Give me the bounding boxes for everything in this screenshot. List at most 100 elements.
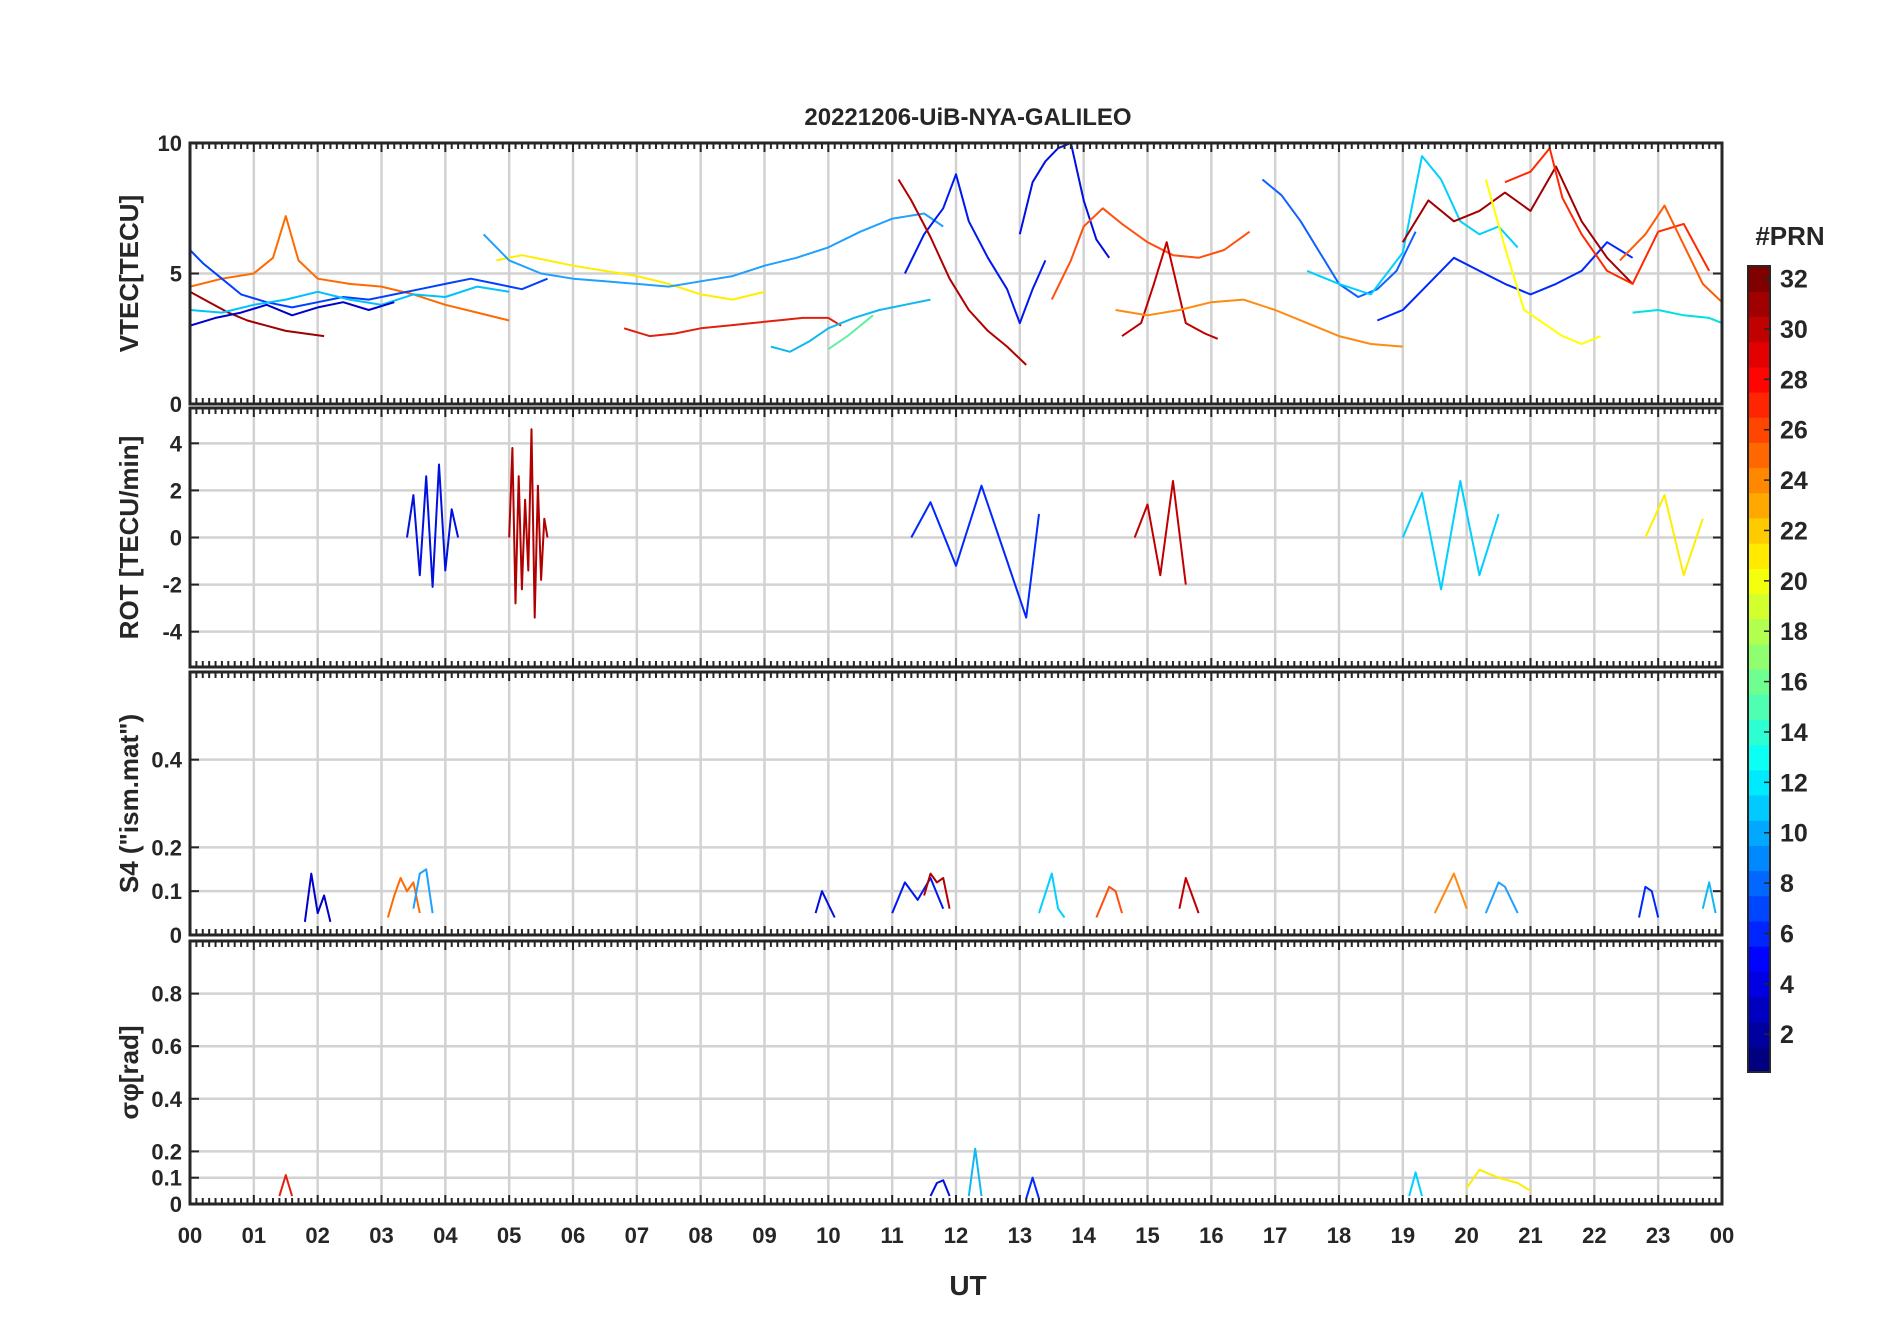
colorbar-segment bbox=[1748, 593, 1770, 620]
series-line-prn-28 bbox=[623, 316, 842, 338]
series-line-prn-24 bbox=[190, 215, 510, 322]
colorbar-tick-label: 2 bbox=[1780, 1021, 1794, 1049]
colorbar-segment bbox=[1748, 517, 1770, 544]
x-axis-group: 00 01 02 03 04 05 06 07 08 09 10 11 12 13 14 15 16 17 18 19… bbox=[178, 1223, 1734, 1248]
colorbar-segment bbox=[1748, 845, 1770, 872]
y-tick-label: 0 bbox=[170, 526, 182, 551]
series-line-prn-5 bbox=[1376, 241, 1634, 322]
colorbar-tick-label: 8 bbox=[1780, 870, 1794, 898]
y-tick-label: 0.4 bbox=[151, 1087, 182, 1112]
y-axis-label: σφ[rad] bbox=[114, 1025, 144, 1119]
series-line-prn-29 bbox=[1133, 480, 1187, 585]
x-tick-label: 09 bbox=[752, 1223, 776, 1248]
colorbar-segment bbox=[1748, 1021, 1770, 1048]
series-line-prn-9 bbox=[1701, 881, 1717, 914]
series-line-prn-20 bbox=[496, 254, 765, 301]
x-tick-label: 04 bbox=[433, 1223, 458, 1248]
colorbar-segment bbox=[1748, 467, 1770, 494]
x-tick-label: 06 bbox=[561, 1223, 585, 1248]
series-line-prn-28 bbox=[278, 1174, 294, 1197]
panel-series-group bbox=[278, 1147, 1532, 1199]
x-tick-label: 21 bbox=[1518, 1223, 1542, 1248]
panel-s4: 0 0.1 0.2 0.4 S4 ("ism.mat") bbox=[114, 670, 1724, 948]
y-tick-label: 0.2 bbox=[151, 835, 182, 860]
colorbar-label: #PRN bbox=[1755, 221, 1824, 251]
colorbar-tick-label: 18 bbox=[1780, 618, 1808, 646]
colorbar-segment bbox=[1748, 971, 1770, 998]
series-line-prn-2 bbox=[190, 301, 395, 327]
series-line-prn-10 bbox=[482, 212, 944, 288]
series-line-prn-22 bbox=[1433, 872, 1468, 914]
series-line-prn-20 bbox=[1465, 1168, 1532, 1192]
series-line-prn-6 bbox=[891, 877, 945, 914]
series-line-prn-3 bbox=[1018, 143, 1111, 259]
series-line-prn-29 bbox=[1121, 241, 1219, 340]
colorbar-segment bbox=[1748, 366, 1770, 393]
x-tick-label: 13 bbox=[1008, 1223, 1032, 1248]
colorbar-segment bbox=[1748, 1046, 1770, 1073]
series-line-prn-9 bbox=[967, 1147, 983, 1197]
series-line-prn-14 bbox=[827, 314, 874, 351]
panel-rot: -4 -2 0 2 4 ROT [TECU/min] bbox=[114, 406, 1724, 669]
series-line-prn-31 bbox=[897, 178, 1027, 366]
colorbar-segment bbox=[1748, 895, 1770, 922]
series-line-prn-30 bbox=[508, 428, 549, 619]
colorbar-tick-label: 20 bbox=[1780, 568, 1808, 596]
colorbar-segment bbox=[1748, 719, 1770, 746]
series-line-prn-24 bbox=[386, 877, 421, 918]
x-tick-label: 19 bbox=[1391, 1223, 1415, 1248]
x-tick-label: 05 bbox=[497, 1223, 521, 1248]
panel-series-group bbox=[303, 868, 1717, 923]
colorbar-segment bbox=[1748, 996, 1770, 1023]
colorbar-segment bbox=[1748, 694, 1770, 720]
series-line-prn-11 bbox=[1408, 1171, 1423, 1197]
colorbar-segment bbox=[1748, 946, 1770, 972]
series-line-prn-30 bbox=[1401, 165, 1634, 285]
x-tick-label: 20 bbox=[1454, 1223, 1478, 1248]
colorbar-segment bbox=[1748, 341, 1770, 368]
colorbar-tick-label: 24 bbox=[1780, 467, 1808, 495]
y-tick-label: 0 bbox=[170, 923, 182, 948]
y-tick-label: -4 bbox=[162, 620, 182, 645]
colorbar-segment bbox=[1748, 568, 1770, 595]
colorbar-segment bbox=[1748, 643, 1770, 670]
series-line-prn-20 bbox=[1644, 494, 1704, 577]
colorbar-tick-label: 10 bbox=[1780, 820, 1808, 848]
colorbar-segment bbox=[1748, 391, 1770, 418]
y-axis-label: ROT [TECU/min] bbox=[114, 436, 144, 640]
series-line-prn-26 bbox=[1050, 207, 1251, 301]
colorbar-segment bbox=[1748, 492, 1770, 519]
x-tick-label: 22 bbox=[1582, 1223, 1606, 1248]
colorbar-segment bbox=[1748, 618, 1770, 645]
colorbar-segment bbox=[1748, 266, 1770, 292]
colorbar-segment bbox=[1748, 442, 1770, 469]
y-tick-label: -2 bbox=[162, 573, 182, 598]
series-line-prn-31 bbox=[923, 872, 951, 909]
colorbar-segment bbox=[1748, 417, 1770, 443]
y-tick-label: 0.6 bbox=[151, 1034, 182, 1059]
x-tick-label: 00 bbox=[1710, 1223, 1734, 1248]
series-line-prn-5 bbox=[910, 484, 1040, 619]
series-line-prn-27 bbox=[1504, 147, 1711, 285]
x-tick-label: 18 bbox=[1327, 1223, 1351, 1248]
colorbar-tick-label: 28 bbox=[1780, 366, 1808, 394]
chart-title: 20221206-UiB-NYA-GALILEO bbox=[804, 104, 1131, 131]
colorbar-segment bbox=[1748, 820, 1770, 846]
y-tick-label: 0 bbox=[170, 1192, 182, 1217]
x-tick-label: 14 bbox=[1071, 1223, 1096, 1248]
series-line-prn-19 bbox=[1484, 179, 1602, 345]
x-tick-label: 16 bbox=[1199, 1223, 1223, 1248]
colorbar-segment bbox=[1748, 870, 1770, 897]
series-line-prn-30 bbox=[190, 290, 325, 338]
colorbar-tick-label: 6 bbox=[1780, 920, 1794, 948]
colorbar-segment bbox=[1748, 316, 1770, 343]
colorbar-segment bbox=[1748, 744, 1770, 771]
y-tick-label: 10 bbox=[158, 131, 182, 156]
series-line-prn-13 bbox=[1632, 309, 1722, 325]
panel-vtec: 0 5 10 VTEC[TECU] bbox=[114, 131, 1724, 417]
x-tick-label: 07 bbox=[625, 1223, 649, 1248]
colorbar-segment bbox=[1748, 669, 1770, 695]
colorbar-frame bbox=[1747, 265, 1771, 1073]
series-line-prn-25 bbox=[1619, 204, 1722, 303]
